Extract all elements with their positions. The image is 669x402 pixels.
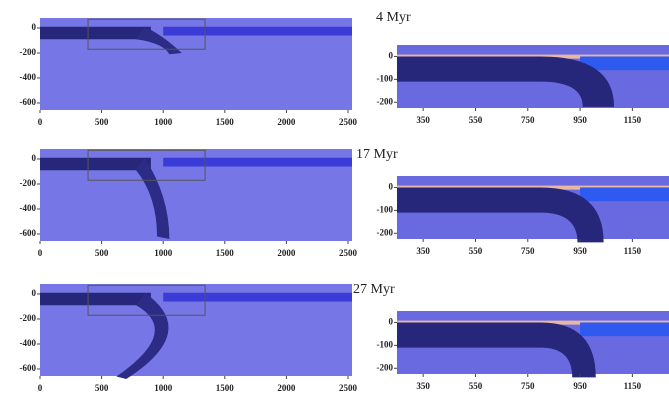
subducting-plate: [40, 26, 151, 40]
y-tick-label: -600: [20, 228, 37, 238]
y-tick-label: -200: [20, 178, 37, 188]
overriding-plate: [580, 187, 669, 202]
x-tick-label: 750: [521, 381, 535, 391]
overriding-plate: [580, 322, 669, 337]
x-tick-label: 500: [95, 248, 109, 258]
x-tick-label: 1000: [154, 383, 173, 393]
y-tick-label: -100: [377, 204, 394, 214]
y-tick-label: 0: [389, 317, 394, 327]
y-tick-label: -200: [20, 47, 37, 57]
y-tick-label: -100: [377, 73, 394, 83]
y-tick-label: 0: [389, 51, 394, 61]
overriding-plate: [163, 292, 352, 302]
overriding-plate: [163, 26, 352, 36]
x-tick-label: 950: [573, 246, 587, 256]
slab: [136, 157, 170, 239]
slab: [397, 187, 604, 243]
slab: [136, 26, 182, 55]
row: 27 Myr 0 500 1000 1500 2000 2500 0 -200 -400 -600 3…: [20, 282, 669, 393]
x-tick-label: 350: [416, 246, 430, 256]
x-tick-label: 1500: [216, 117, 235, 127]
slab: [397, 322, 596, 378]
right-panel: 350 550 750 950 1150 0 -100 -200: [377, 176, 669, 256]
left-panel: 0 500 1000 1500 2000 2500 0 -200 -400 -600: [20, 18, 358, 127]
y-tick-label: -400: [20, 72, 37, 82]
row: 4 Myr 0 500 1000 1500 2000 2500 0 -200 -400 -600 35…: [20, 10, 669, 127]
subducting-plate: [40, 157, 151, 171]
x-tick-label: 1500: [216, 383, 235, 393]
time-label: 17 Myr: [356, 147, 398, 162]
row: 17 Myr 0 500 1000 1500 2000 2500 0 -200 -400 -600 3…: [20, 147, 669, 258]
y-tick-label: 0: [32, 22, 37, 32]
subducting-plate: [40, 292, 151, 306]
right-panel: 350 550 750 950 1150 0 -100 -200: [377, 45, 669, 125]
y-tick-label: -400: [20, 203, 37, 213]
x-tick-label: 550: [469, 115, 483, 125]
x-tick-label: 750: [521, 246, 535, 256]
x-tick-label: 2000: [277, 117, 296, 127]
time-label: 27 Myr: [353, 282, 395, 297]
x-tick-label: 550: [469, 246, 483, 256]
y-tick-label: -600: [20, 363, 37, 373]
x-tick-label: 500: [95, 117, 109, 127]
x-tick-label: 2500: [339, 248, 358, 258]
left-panel: 0 500 1000 1500 2000 2500 0 -200 -400 -600: [20, 149, 358, 258]
x-tick-label: 2000: [277, 383, 296, 393]
x-tick-label: 350: [416, 115, 430, 125]
x-tick-label: 1150: [624, 115, 642, 125]
x-tick-label: 1000: [154, 117, 173, 127]
right-panel: 350 550 750 950 1150 0 -100 -200: [377, 311, 669, 391]
x-tick-label: 1150: [624, 381, 642, 391]
y-tick-label: -200: [377, 362, 394, 372]
zoom-box: [87, 18, 206, 50]
x-tick-label: 500: [95, 383, 109, 393]
x-tick-label: 1000: [154, 248, 173, 258]
y-tick-label: -200: [377, 227, 394, 237]
zoom-box: [87, 149, 206, 181]
overriding-plate: [580, 56, 669, 71]
slab: [116, 292, 169, 379]
zoom-box: [87, 284, 206, 316]
x-tick-label: 350: [416, 381, 430, 391]
x-tick-label: 0: [38, 383, 43, 393]
y-tick-label: -400: [20, 338, 37, 348]
y-tick-label: 0: [32, 153, 37, 163]
y-tick-label: 0: [389, 182, 394, 192]
time-label: 4 Myr: [376, 10, 411, 25]
slab: [397, 56, 615, 107]
x-tick-label: 750: [521, 115, 535, 125]
overriding-plate: [163, 157, 352, 167]
x-tick-label: 1500: [216, 248, 235, 258]
y-tick-label: -100: [377, 339, 394, 349]
y-tick-label: -600: [20, 97, 37, 107]
y-tick-label: -200: [20, 313, 37, 323]
x-tick-label: 2500: [339, 117, 358, 127]
left-panel: 0 500 1000 1500 2000 2500 0 -200 -400 -600: [20, 284, 358, 393]
y-tick-label: -200: [377, 96, 394, 106]
x-tick-label: 950: [573, 381, 587, 391]
x-tick-label: 2500: [339, 383, 358, 393]
x-tick-label: 1150: [624, 246, 642, 256]
x-tick-label: 950: [573, 115, 587, 125]
y-tick-label: 0: [32, 288, 37, 298]
x-tick-label: 2000: [277, 248, 296, 258]
x-tick-label: 0: [38, 117, 43, 127]
x-tick-label: 550: [469, 381, 483, 391]
x-tick-label: 0: [38, 248, 43, 258]
